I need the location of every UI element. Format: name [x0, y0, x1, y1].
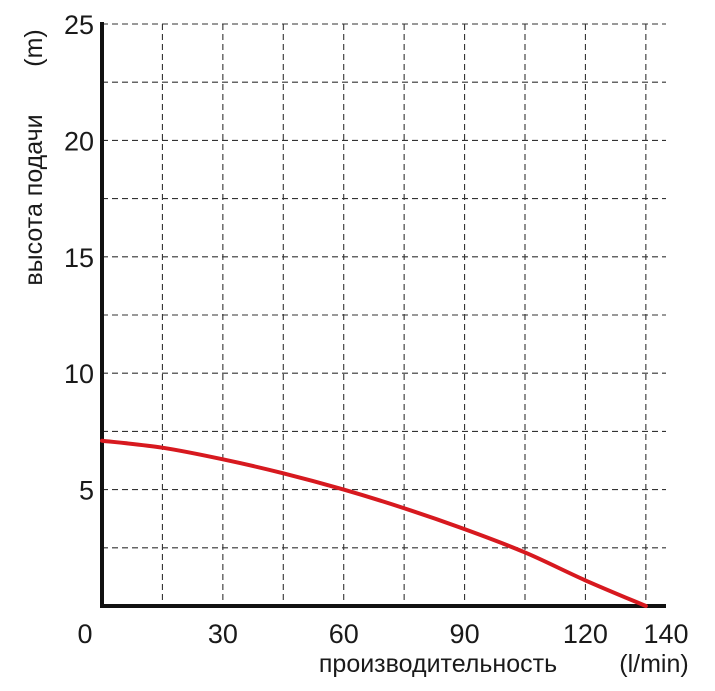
x-axis-title: производительность	[319, 650, 557, 678]
grid	[102, 23, 666, 606]
x-tick-label-140: 140	[643, 619, 688, 649]
series-line-0	[100, 438, 648, 608]
y-axis-title: высота подачи	[20, 114, 48, 285]
series-layer	[100, 438, 648, 608]
axes	[100, 22, 666, 608]
x-tick-label-120: 120	[563, 619, 608, 649]
x-axis-unit: (l/min)	[619, 650, 688, 678]
y-tick-label-5: 5	[79, 476, 94, 506]
x-tick-label-60: 60	[329, 619, 359, 649]
x-tick-label-30: 30	[208, 619, 238, 649]
x-tick-label-90: 90	[450, 619, 480, 649]
y-axis-unit: (m)	[20, 29, 48, 66]
origin-label: 0	[77, 619, 92, 649]
y-tick-label-10: 10	[64, 359, 94, 389]
y-tick-label-15: 15	[64, 243, 94, 273]
labels: 0 30 60 90 120 140 5 10 15 20 25 произво…	[20, 10, 689, 678]
y-tick-label-20: 20	[64, 126, 94, 156]
y-tick-label-25: 25	[64, 10, 94, 40]
